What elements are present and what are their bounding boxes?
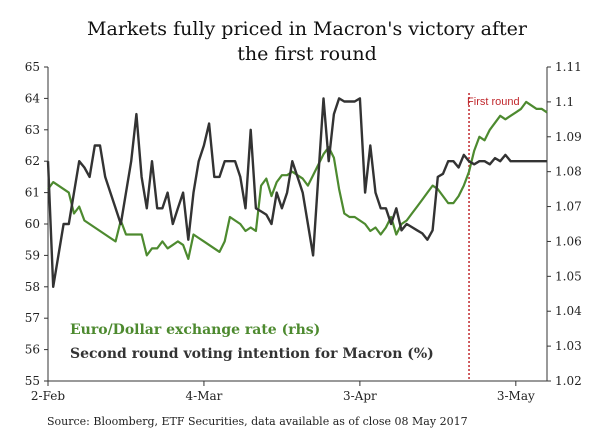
right-tick-label: 1.1 [555,95,574,109]
left-tick-label: 64 [25,91,41,105]
right-tick-label: 1.07 [555,200,582,214]
chart-title-line-2: the first round [237,43,377,65]
right-tick-label: 1.02 [555,374,582,388]
source-note: Source: Bloomberg, ETF Securities, data … [47,415,468,428]
x-tick-label: 4-Mar [186,389,223,403]
right-tick-label: 1.03 [555,339,582,353]
left-tick-label: 56 [25,343,40,357]
left-tick-label: 58 [25,280,40,294]
left-tick-label: 62 [25,154,40,168]
right-tick-label: 1.06 [555,234,582,248]
left-tick-label: 65 [25,60,40,74]
left-tick-label: 63 [25,123,40,137]
left-tick-label: 60 [25,217,40,231]
right-tick-label: 1.04 [555,304,582,318]
x-tick-label: 3-May [497,389,535,403]
left-tick-label: 55 [25,374,40,388]
left-tick-label: 61 [25,186,40,200]
x-tick-label: 3-Apr [343,389,377,403]
right-tick-label: 1.11 [555,60,582,74]
right-tick-label: 1.05 [555,269,582,283]
first-round-label: First round [467,96,520,108]
left-tick-label: 57 [25,311,40,325]
plot-area: 55 56 57 58 59 60 61 62 63 64 65 1.02 1.03 1.04 1.05 1.… [25,60,582,403]
chart-title-line-1: Markets fully priced in Macron's victory… [87,18,528,40]
legend-euro-dollar: Euro/Dollar exchange rate (rhs) [70,322,320,338]
left-tick-label: 59 [25,248,40,262]
series-line-voting-intention [46,97,547,288]
right-tick-label: 1.09 [555,130,582,144]
legend-voting-intention: Second round voting intention for Macron… [70,346,434,362]
x-tick-label: 2-Feb [31,389,65,403]
right-tick-label: 1.08 [555,165,582,179]
